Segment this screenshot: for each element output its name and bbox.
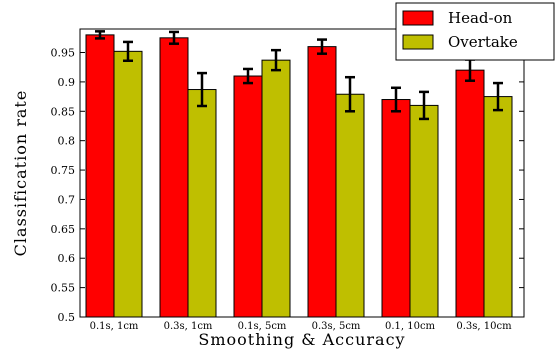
x-axis-ticks: 0.1s, 1cm 0.3s, 1cm 0.1s, 5cm 0.3s, 5cm 0.1,… [90,312,512,332]
y-tick-label: 0.5 [58,311,76,324]
x-tick-label: 0.3s, 10cm [456,321,512,332]
bar-head-on-0 [85,34,115,318]
bar-head-on-3 [307,46,337,318]
y-tick-label: 0.9 [58,76,76,89]
x-tick-label: 0.3s, 5cm [312,321,361,332]
bar-overtake-1 [187,89,217,318]
bar-head-on-4 [381,99,411,318]
y-tick-label: 0.6 [58,252,76,265]
y-tick-label: 0.55 [51,282,76,295]
bar-head-on-1 [159,37,189,318]
bar-head-on-2 [233,75,263,318]
legend-swatch [402,10,434,26]
bar-overtake-0 [113,50,143,318]
legend: Head-on Overtake [395,2,555,61]
x-tick-label: 0.1, 10cm [385,321,436,332]
bar-head-on-5 [455,69,485,318]
bar-overtake-2 [261,59,291,318]
y-tick-label: 0.95 [51,47,76,60]
x-tick-label: 0.1s, 5cm [238,321,287,332]
legend-label: Overtake [448,33,518,51]
y-axis-ticks: 0.5 0.55 0.6 0.65 0.7 0.75 0.8 0.85 0.9 0.95 [51,47,524,324]
y-tick-label: 0.7 [58,193,76,206]
bar-overtake-3 [335,93,365,318]
legend-swatch [402,34,434,50]
bar-overtake-4 [409,104,439,318]
x-axis-title: Smoothing & Accuracy [198,330,405,349]
y-axis-title: Classification rate [11,90,30,257]
y-tick-label: 0.65 [51,223,76,236]
legend-label: Head-on [448,9,513,27]
plot-frame [79,28,525,318]
bar-overtake-5 [483,96,513,318]
x-tick-label: 0.1s, 1cm [90,321,139,332]
y-tick-label: 0.8 [58,135,76,148]
y-tick-label: 0.75 [51,164,76,177]
bars-group [85,34,513,318]
y-tick-label: 0.85 [51,105,76,118]
x-tick-label: 0.3s, 1cm [164,321,213,332]
